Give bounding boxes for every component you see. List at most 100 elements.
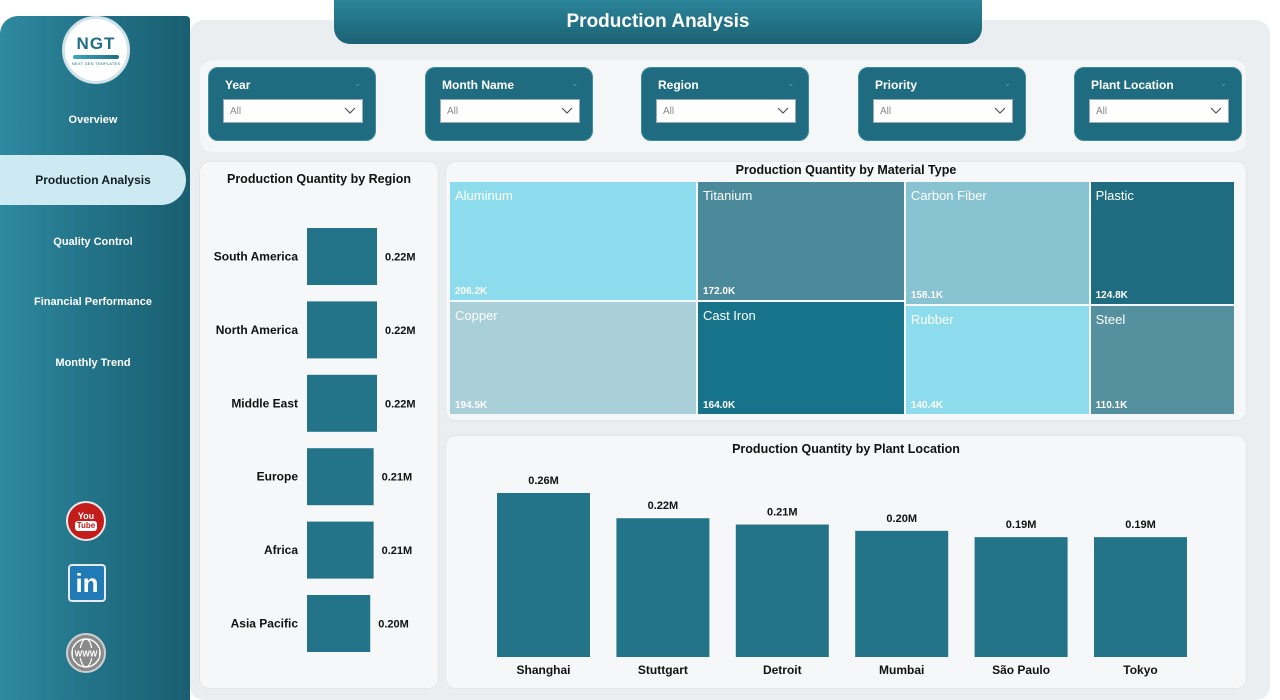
plant-location-dropdown-value: All bbox=[1096, 105, 1108, 117]
region-value-label: 0.22M bbox=[385, 325, 416, 337]
page-title: Production Analysis bbox=[566, 11, 750, 32]
treemap-cell-name: Titanium bbox=[702, 188, 753, 203]
region-dropdown[interactable]: All bbox=[656, 99, 796, 123]
page-header: Production Analysis bbox=[334, 0, 982, 44]
month-name-dropdown[interactable]: All bbox=[440, 99, 580, 123]
priority-dropdown-value: All bbox=[880, 105, 892, 117]
region-bar-chart: South America 0.22M North America 0.22M Midd… bbox=[214, 228, 416, 652]
logo-swoosh bbox=[73, 55, 119, 59]
region-category-label: Europe bbox=[257, 470, 299, 484]
plant-bar[interactable] bbox=[735, 524, 829, 657]
logo-subtext: NEXT GEN TEMPLATES bbox=[71, 61, 121, 66]
plant-bar[interactable] bbox=[616, 518, 710, 657]
chevron-down-icon[interactable]: ⌄ bbox=[354, 79, 361, 88]
filter-plant-location-label: Plant Location bbox=[1091, 78, 1174, 92]
plant-category-label: Mumbai bbox=[879, 663, 924, 677]
treemap-cell-name: Rubber bbox=[910, 311, 954, 327]
region-bar[interactable] bbox=[307, 448, 374, 506]
year-dropdown-value: All bbox=[230, 105, 242, 117]
material-treemap-title: Production Quantity by Material Type bbox=[735, 163, 957, 177]
filter-plant-location: Plant Location ⌄ All bbox=[1074, 67, 1242, 141]
treemap-cell[interactable]: Copper 194.5K bbox=[450, 302, 696, 414]
treemap-cell[interactable]: Titanium 172.0K bbox=[697, 182, 904, 300]
month-name-dropdown-value: All bbox=[447, 105, 459, 117]
region-value-label: 0.22M bbox=[385, 398, 416, 410]
region-category-label: Asia Pacific bbox=[231, 617, 299, 631]
region-bar[interactable] bbox=[307, 521, 374, 579]
region-chart-card: Production Quantity by Region South Amer… bbox=[200, 162, 438, 688]
treemap-cell-name: Aluminum bbox=[455, 188, 513, 203]
linkedin-icon[interactable]: in bbox=[68, 564, 106, 602]
youtube-label-top: You bbox=[77, 511, 95, 521]
web-icon-label: WWW bbox=[75, 650, 98, 659]
chevron-down-icon bbox=[1210, 107, 1222, 114]
treemap-cell[interactable]: Cast Iron 164.0K bbox=[697, 301, 904, 414]
material-treemap-card: Production Quantity by Material Type Alu… bbox=[446, 162, 1246, 420]
company-logo[interactable]: NGT NEXT GEN TEMPLATES bbox=[62, 16, 130, 84]
chevron-down-icon[interactable]: ⌄ bbox=[1220, 79, 1227, 88]
treemap-cell-value: 158.1K bbox=[910, 289, 944, 301]
region-bar[interactable] bbox=[307, 301, 377, 359]
treemap-cell[interactable]: Aluminum 206.2K bbox=[450, 182, 696, 301]
plant-bar[interactable] bbox=[1094, 537, 1187, 657]
treemap-cell-value: 206.2K bbox=[455, 286, 488, 298]
region-category-label: Africa bbox=[264, 543, 298, 557]
globe-icon: WWW bbox=[71, 638, 101, 668]
year-dropdown[interactable]: All bbox=[223, 99, 363, 123]
chevron-down-icon bbox=[994, 107, 1006, 114]
sidebar-item-monthly-trend[interactable]: Monthly Trend bbox=[55, 357, 131, 369]
region-chart-title: Production Quantity by Region bbox=[226, 172, 412, 186]
logo-text: NGT bbox=[76, 34, 116, 53]
region-bar[interactable] bbox=[307, 595, 371, 652]
treemap-cell-value: 110.1K bbox=[1095, 399, 1128, 411]
plant-category-label: São Paulo bbox=[992, 663, 1050, 677]
treemap-cell-name: Copper bbox=[455, 308, 498, 324]
treemap-cell[interactable]: Plastic 124.8K bbox=[1090, 182, 1234, 305]
plant-value-label: 0.20M bbox=[886, 513, 917, 525]
plant-category-label: Detroit bbox=[763, 663, 802, 677]
sidebar-item-quality-control[interactable]: Quality Control bbox=[53, 236, 133, 248]
filter-priority: Priority ⌄ All bbox=[858, 67, 1026, 141]
filter-month-name: Month Name ⌄ All bbox=[425, 67, 593, 141]
region-bar[interactable] bbox=[307, 374, 377, 432]
priority-dropdown[interactable]: All bbox=[873, 99, 1013, 123]
plant-value-label: 0.26M bbox=[528, 475, 559, 487]
chevron-down-icon[interactable]: ⌄ bbox=[1004, 79, 1011, 88]
plant-category-label: Shanghai bbox=[516, 663, 570, 677]
plant-category-label: Tokyo bbox=[1123, 663, 1157, 677]
plant-chart-card: Production Quantity by Plant Location 0.… bbox=[446, 436, 1246, 688]
plant-value-label: 0.21M bbox=[767, 507, 798, 519]
treemap-cell-value: 124.8K bbox=[1095, 290, 1128, 302]
treemap-cell-value: 140.4K bbox=[910, 399, 944, 411]
region-category-label: Middle East bbox=[231, 396, 298, 410]
treemap-cell[interactable]: Carbon Fiber 158.1K bbox=[905, 182, 1089, 304]
region-value-label: 0.20M bbox=[378, 619, 409, 631]
filter-region-label: Region bbox=[658, 78, 699, 92]
region-value-label: 0.21M bbox=[382, 472, 413, 484]
plant-bar[interactable] bbox=[855, 530, 949, 657]
treemap-cell-name: Cast Iron bbox=[702, 307, 756, 323]
region-dropdown-value: All bbox=[663, 105, 675, 117]
chevron-down-icon[interactable]: ⌄ bbox=[787, 79, 794, 88]
region-value-label: 0.22M bbox=[385, 252, 416, 264]
sidebar-item-production-analysis[interactable]: Production Analysis bbox=[0, 155, 186, 205]
filter-year-label: Year bbox=[225, 78, 251, 92]
web-icon[interactable]: WWW bbox=[66, 633, 106, 673]
youtube-icon[interactable]: You Tube bbox=[66, 501, 106, 541]
chevron-down-icon[interactable]: ⌄ bbox=[571, 79, 578, 88]
region-bar[interactable] bbox=[307, 228, 377, 285]
plant-bar[interactable] bbox=[497, 493, 590, 657]
treemap-cell-name: Plastic bbox=[1095, 188, 1134, 203]
treemap-cell-name: Carbon Fiber bbox=[910, 188, 987, 203]
plant-chart-title: Production Quantity by Plant Location bbox=[732, 442, 960, 456]
filter-month-name-label: Month Name bbox=[442, 78, 514, 92]
sidebar-item-overview[interactable]: Overview bbox=[68, 114, 118, 126]
plant-bar-chart: 0.26M Shanghai 0.22M Stuttgart 0.21M Detroit 0… bbox=[497, 475, 1187, 677]
treemap-cell[interactable]: Steel 110.1K bbox=[1090, 306, 1234, 414]
plant-location-dropdown[interactable]: All bbox=[1089, 99, 1229, 123]
plant-bar[interactable] bbox=[974, 537, 1068, 657]
sidebar-item-financial-performance[interactable]: Financial Performance bbox=[34, 296, 152, 308]
filter-region: Region ⌄ All bbox=[641, 67, 809, 141]
filter-priority-label: Priority bbox=[875, 78, 918, 92]
treemap-cell[interactable]: Rubber 140.4K bbox=[905, 305, 1089, 414]
